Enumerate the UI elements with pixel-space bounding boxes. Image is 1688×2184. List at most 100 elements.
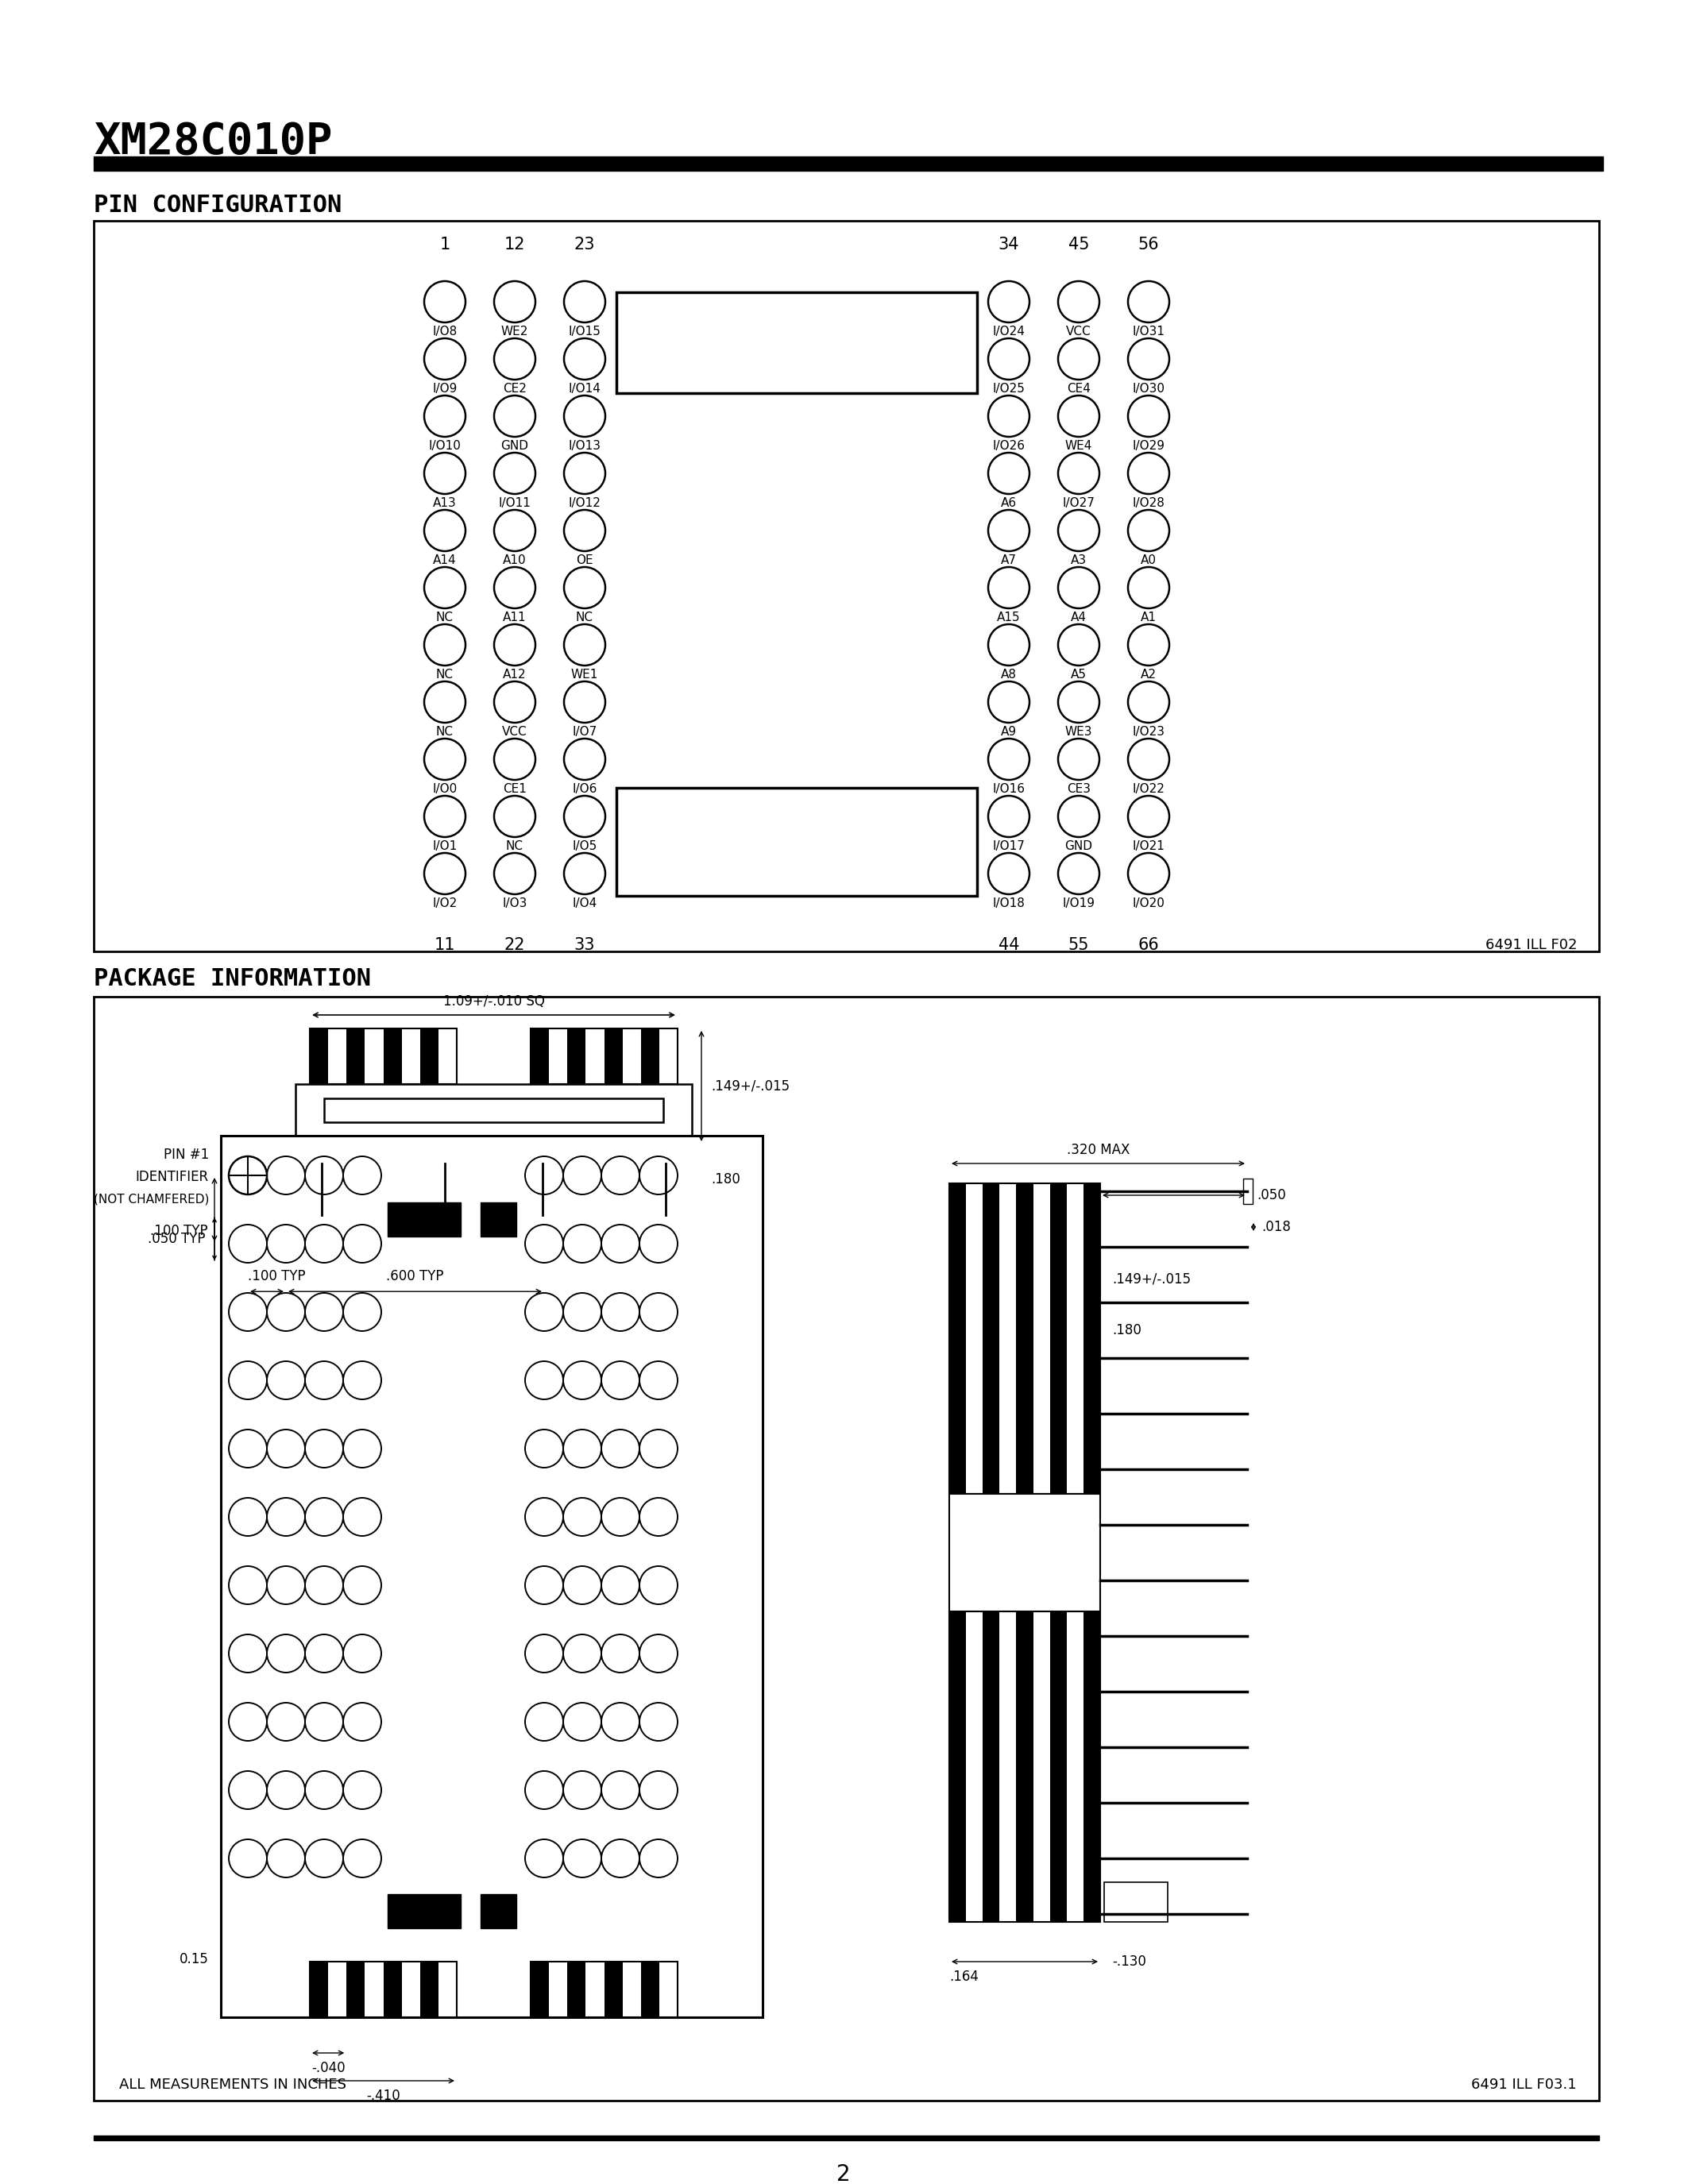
Bar <box>327 1961 346 2018</box>
Text: I/O13: I/O13 <box>569 439 601 452</box>
Text: 11: 11 <box>434 937 456 952</box>
Bar <box>95 221 1599 952</box>
Text: VCC: VCC <box>503 725 527 738</box>
Bar <box>949 1612 966 1922</box>
Bar <box>623 1029 641 1083</box>
Text: 55: 55 <box>1069 937 1089 952</box>
Text: 2: 2 <box>837 2164 851 2184</box>
Text: GND: GND <box>1065 841 1092 852</box>
Bar <box>327 1029 346 1083</box>
Bar <box>365 1961 383 2018</box>
Text: .180: .180 <box>711 1173 741 1186</box>
Bar <box>949 1612 1101 1922</box>
Text: 6491 ILL F02: 6491 ILL F02 <box>1485 937 1577 952</box>
Text: I/O26: I/O26 <box>993 439 1025 452</box>
Text: 22: 22 <box>505 937 525 952</box>
Text: A14: A14 <box>434 555 456 566</box>
Text: 66: 66 <box>1138 937 1160 952</box>
Text: 33: 33 <box>574 937 596 952</box>
Text: I/O19: I/O19 <box>1062 898 1096 909</box>
Text: A3: A3 <box>1070 555 1087 566</box>
Bar <box>420 1961 439 2018</box>
Text: I/O23: I/O23 <box>1133 725 1165 738</box>
Bar <box>623 1961 641 2018</box>
Text: A8: A8 <box>1001 668 1016 681</box>
Text: I/O18: I/O18 <box>993 898 1025 909</box>
Text: 23: 23 <box>574 236 596 253</box>
Bar <box>530 1961 549 2018</box>
Text: WE3: WE3 <box>1065 725 1092 738</box>
Bar <box>402 1029 420 1083</box>
Text: I/O31: I/O31 <box>1133 325 1165 339</box>
Bar <box>549 1961 567 2018</box>
Text: I/O25: I/O25 <box>993 382 1025 395</box>
Text: NC: NC <box>436 725 454 738</box>
Bar <box>1084 1612 1101 1922</box>
Text: I/O6: I/O6 <box>572 784 598 795</box>
Text: NC: NC <box>576 612 594 622</box>
Bar <box>586 1961 604 2018</box>
Bar <box>1084 1184 1101 1494</box>
Text: .149+/-.015: .149+/-.015 <box>1112 1271 1190 1286</box>
Text: 34: 34 <box>998 236 1020 253</box>
Text: .100 TYP: .100 TYP <box>150 1223 208 1238</box>
Text: I/O20: I/O20 <box>1133 898 1165 909</box>
Text: 56: 56 <box>1138 236 1160 253</box>
Bar <box>95 157 1604 170</box>
Bar <box>530 1029 549 1083</box>
Bar <box>481 1894 517 1928</box>
Text: .320 MAX: .320 MAX <box>1067 1142 1129 1158</box>
Bar <box>383 1961 402 2018</box>
Text: .149+/-.015: .149+/-.015 <box>711 1079 790 1094</box>
Bar <box>346 1961 365 2018</box>
Text: NC: NC <box>436 668 454 681</box>
Text: WE4: WE4 <box>1065 439 1092 452</box>
Text: I/O28: I/O28 <box>1133 498 1165 509</box>
Text: I/O15: I/O15 <box>569 325 601 339</box>
Bar <box>311 1029 457 1083</box>
Text: I/O29: I/O29 <box>1133 439 1165 452</box>
Text: I/O12: I/O12 <box>569 498 601 509</box>
Text: NC: NC <box>506 841 523 852</box>
Bar <box>388 1894 461 1928</box>
Text: I/O9: I/O9 <box>432 382 457 395</box>
Bar <box>221 1136 763 2018</box>
Text: 1.09+/-.010 SQ: 1.09+/-.010 SQ <box>442 994 545 1009</box>
Text: PIN #1: PIN #1 <box>164 1147 209 1162</box>
Text: IDENTIFIER: IDENTIFIER <box>135 1171 209 1184</box>
Text: I/O11: I/O11 <box>498 498 532 509</box>
Text: VCC: VCC <box>1067 325 1090 339</box>
Bar <box>95 2136 1599 2140</box>
Text: -.130: -.130 <box>1112 1955 1146 1968</box>
Text: I/O14: I/O14 <box>569 382 601 395</box>
Text: I/O4: I/O4 <box>572 898 598 909</box>
Text: OE: OE <box>576 555 592 566</box>
Text: I/O17: I/O17 <box>993 841 1025 852</box>
Text: I/O5: I/O5 <box>572 841 598 852</box>
Text: A0: A0 <box>1141 555 1156 566</box>
Bar <box>1067 1612 1084 1922</box>
Text: 6491 ILL F03.1: 6491 ILL F03.1 <box>1472 2077 1577 2092</box>
Bar <box>402 1961 420 2018</box>
Text: A7: A7 <box>1001 555 1016 566</box>
Text: A1: A1 <box>1141 612 1156 622</box>
Bar <box>604 1029 623 1083</box>
Bar <box>1016 1612 1033 1922</box>
Text: 45: 45 <box>1069 236 1089 253</box>
Bar <box>641 1029 660 1083</box>
Text: NC: NC <box>436 612 454 622</box>
Text: 12: 12 <box>505 236 525 253</box>
Text: I/O0: I/O0 <box>432 784 457 795</box>
Bar <box>604 1961 623 2018</box>
Bar <box>311 1961 457 2018</box>
Bar <box>641 1961 660 2018</box>
Bar <box>1242 1179 1252 1203</box>
Bar <box>949 1184 966 1494</box>
Bar <box>530 1029 677 1083</box>
Text: 0.15: 0.15 <box>179 1952 209 1966</box>
Text: I/O2: I/O2 <box>432 898 457 909</box>
Text: A6: A6 <box>1001 498 1016 509</box>
Bar <box>966 1612 982 1922</box>
Text: A4: A4 <box>1070 612 1087 622</box>
Bar <box>383 1029 402 1083</box>
